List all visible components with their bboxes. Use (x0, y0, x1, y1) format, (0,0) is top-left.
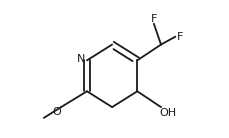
Text: N: N (77, 54, 85, 64)
Text: OH: OH (159, 108, 176, 118)
Text: F: F (150, 14, 156, 24)
Text: F: F (177, 32, 183, 42)
Text: O: O (52, 107, 61, 117)
